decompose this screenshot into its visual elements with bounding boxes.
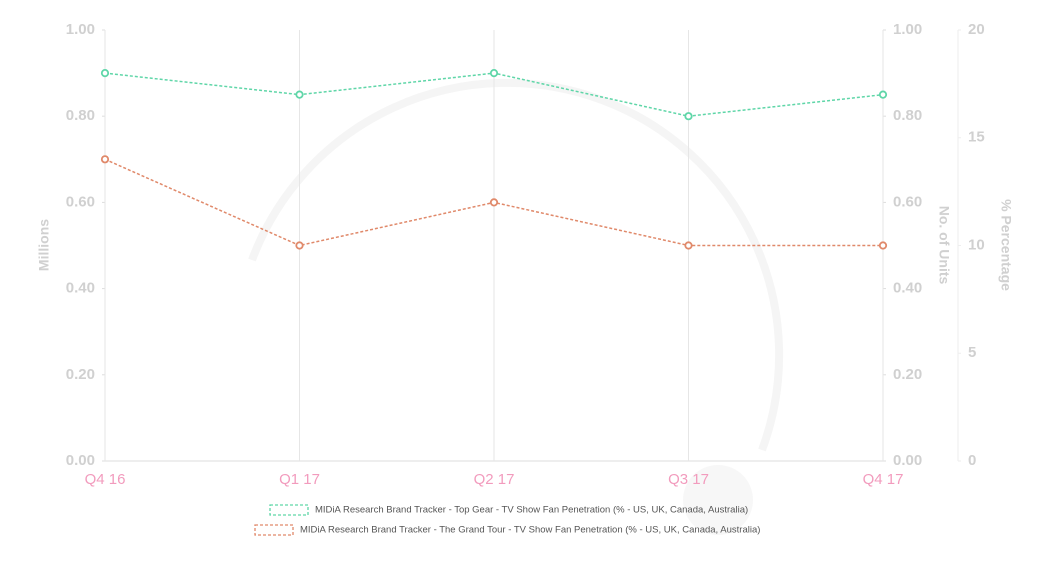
y-tick-label: 0.20 [66, 366, 95, 383]
y2-tick-label: 0.60 [893, 193, 922, 210]
y-tick-label: 0.40 [66, 280, 95, 297]
y3-tick-label: 0 [968, 452, 976, 469]
y3-tick-label: 5 [968, 344, 976, 361]
y-axis-title: Millions [36, 219, 52, 271]
y2-axis-title: No. of Units [936, 206, 952, 285]
x-tick-label: Q1 17 [279, 471, 320, 488]
y2-tick-label: 0.00 [893, 452, 922, 469]
x-tick-label: Q3 17 [668, 471, 709, 488]
decor-dot [683, 465, 753, 535]
y3-tick-label: 20 [968, 21, 985, 38]
data-point [878, 241, 888, 250]
legend-label: MIDiA Research Brand Tracker - Top Gear … [315, 505, 748, 516]
data-point [295, 241, 304, 250]
y-tick-label: 0.00 [66, 452, 95, 469]
x-tick-label: Q4 17 [863, 471, 904, 488]
decor-arc [248, 78, 784, 452]
legend-label: MIDiA Research Brand Tracker - The Grand… [300, 525, 760, 536]
data-point [295, 90, 304, 99]
data-point [100, 155, 110, 164]
data-point [684, 241, 693, 250]
y-tick-label: 1.00 [66, 21, 95, 38]
data-point [489, 198, 499, 207]
y3-tick-label: 10 [968, 236, 985, 253]
legend-swatch [269, 504, 309, 516]
x-tick-label: Q4 16 [85, 471, 126, 488]
y2-tick-label: 0.40 [893, 280, 922, 297]
y-tick-label: 0.60 [66, 193, 95, 210]
data-point [878, 90, 888, 99]
y3-tick-label: 15 [968, 129, 985, 146]
y-tick-label: 0.80 [66, 107, 95, 124]
data-point [100, 69, 110, 78]
y2-tick-label: 0.20 [893, 366, 922, 383]
y2-tick-label: 1.00 [893, 21, 922, 38]
data-point [489, 69, 499, 78]
x-tick-label: Q2 17 [474, 471, 515, 488]
legend-swatch [254, 524, 294, 536]
y3-axis-title: % Percentage [998, 199, 1014, 291]
data-point [684, 112, 693, 121]
y2-tick-label: 0.80 [893, 107, 922, 124]
